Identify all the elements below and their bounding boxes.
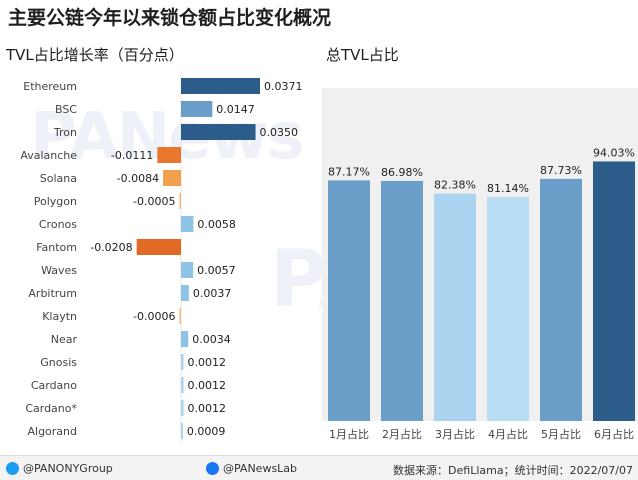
value-label: 82.38%: [434, 179, 476, 192]
bar: [181, 400, 184, 416]
facebook-icon: [206, 462, 219, 475]
facebook-handle[interactable]: @PANewsLab: [206, 462, 297, 475]
twitter-handle[interactable]: @PANONYGroup: [6, 462, 113, 475]
value-label: 94.03%: [593, 146, 635, 159]
category-label: Near: [51, 333, 78, 346]
category-label: Waves: [41, 264, 77, 277]
value-label: -0.0208: [90, 241, 132, 254]
category-label: Polygon: [34, 195, 77, 208]
bar: [593, 161, 635, 421]
bar: [179, 308, 181, 324]
value-label: 87.17%: [328, 165, 370, 178]
bar: [157, 147, 181, 163]
category-label: Solana: [40, 172, 77, 185]
plot-background: [322, 88, 638, 421]
value-label: 0.0371: [264, 80, 303, 93]
value-label: -0.0005: [133, 195, 175, 208]
bar: [179, 193, 181, 209]
category-label: Arbitrum: [28, 287, 77, 300]
value-label: 0.0009: [187, 425, 226, 438]
category-label: Tron: [53, 126, 77, 139]
bar: [540, 178, 582, 421]
value-label: 81.14%: [487, 182, 529, 195]
bar: [181, 216, 194, 232]
bar: [181, 377, 184, 393]
value-label: 0.0350: [260, 126, 299, 139]
bar: [381, 180, 423, 421]
value-label: -0.0006: [133, 310, 175, 323]
page-title: 主要公链今年以来锁仓额占比变化概况: [8, 7, 332, 29]
category-label: Klaytn: [42, 310, 77, 323]
value-label: 0.0058: [197, 218, 236, 231]
category-label: Fantom: [36, 241, 77, 254]
footer: @PANONYGroup @PANewsLab 数据来源：DefiLlama；统…: [0, 455, 638, 480]
category-label: Cardano*: [25, 402, 77, 415]
value-label: 0.0012: [188, 402, 227, 415]
value-label: 87.73%: [540, 164, 582, 177]
category-label: 5月占比: [541, 427, 581, 441]
left-chart-title: TVL占比增长率（百分点）: [6, 46, 184, 64]
bar: [181, 101, 213, 117]
category-label: BSC: [55, 103, 77, 116]
category-label: Gnosis: [40, 356, 77, 369]
category-label: Ethereum: [23, 80, 77, 93]
total-tvl-share-bar-chart: 87.17% 1月占比 86.98% 2月占比 82.38% 3月占比 81.14% 4月占比…: [322, 88, 638, 441]
bar: [163, 170, 181, 186]
value-label: 0.0012: [188, 379, 227, 392]
bar: [181, 423, 183, 439]
value-label: 0.0034: [192, 333, 231, 346]
bar: [181, 285, 189, 301]
bar: [181, 124, 256, 140]
bar: [181, 78, 261, 94]
category-label: Cronos: [39, 218, 77, 231]
category-label: 4月占比: [488, 427, 528, 441]
facebook-label: @PANewsLab: [223, 462, 298, 475]
bar: [181, 262, 194, 278]
value-label: 0.0147: [216, 103, 255, 116]
data-source-note: 数据来源：DefiLlama；统计时间：2022/07/07: [393, 464, 633, 477]
twitter-label: @PANONYGroup: [23, 462, 113, 475]
category-label: 2月占比: [382, 427, 422, 441]
value-label: 0.0037: [193, 287, 232, 300]
tvl-growth-bar-chart: Ethereum 0.0371 BSC 0.0147 Tron 0.0350 Avalanc…: [20, 72, 303, 442]
value-label: -0.0084: [117, 172, 159, 185]
value-label: 86.98%: [381, 166, 423, 179]
value-label: -0.0111: [111, 149, 153, 162]
category-label: 3月占比: [435, 427, 475, 441]
bar: [181, 354, 184, 370]
category-label: Cardano: [31, 379, 77, 392]
category-label: Algorand: [27, 425, 77, 438]
twitter-icon: [6, 462, 19, 475]
bar: [487, 197, 529, 421]
value-label: 0.0057: [197, 264, 236, 277]
bar: [181, 331, 189, 347]
bar: [328, 180, 370, 421]
value-label: 0.0012: [188, 356, 227, 369]
category-label: 1月占比: [329, 427, 369, 441]
bar: [434, 193, 476, 421]
right-chart-title: 总TVL占比: [326, 46, 399, 64]
category-label: Avalanche: [20, 149, 77, 162]
bar: [136, 239, 181, 255]
category-label: 6月占比: [594, 427, 634, 441]
